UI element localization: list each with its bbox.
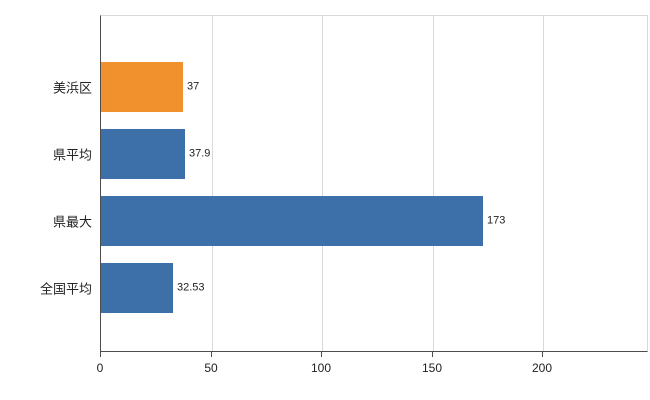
x-tick-mark	[432, 352, 433, 357]
bar-美浜区	[101, 62, 183, 112]
gridline	[543, 16, 544, 351]
x-tick-mark	[542, 352, 543, 357]
bar-県最大	[101, 196, 483, 246]
plot-area: 37 37.9 173 32.53	[100, 15, 648, 352]
gridline	[322, 16, 323, 351]
gridline	[212, 16, 213, 351]
category-label: 全国平均	[39, 281, 92, 297]
bar-value-label: 32.53	[177, 281, 205, 294]
x-tick-label: 200	[531, 361, 553, 375]
x-tick-label: 100	[310, 361, 332, 375]
bar-value-label: 173	[487, 214, 506, 227]
bar-value-label: 37.9	[189, 147, 211, 160]
category-label: 県最大	[52, 214, 92, 230]
x-tick-label: 50	[204, 361, 218, 375]
gridline	[433, 16, 434, 351]
bar-県平均	[101, 129, 185, 179]
bar-value-label: 37	[187, 80, 200, 93]
x-tick-mark	[211, 352, 212, 357]
category-label: 県平均	[52, 147, 92, 163]
x-tick-label: 0	[96, 361, 104, 375]
x-tick-mark	[321, 352, 322, 357]
x-tick-mark	[100, 352, 101, 357]
x-tick-label: 150	[421, 361, 443, 375]
bar-全国平均	[101, 263, 173, 313]
category-label: 美浜区	[52, 80, 92, 96]
